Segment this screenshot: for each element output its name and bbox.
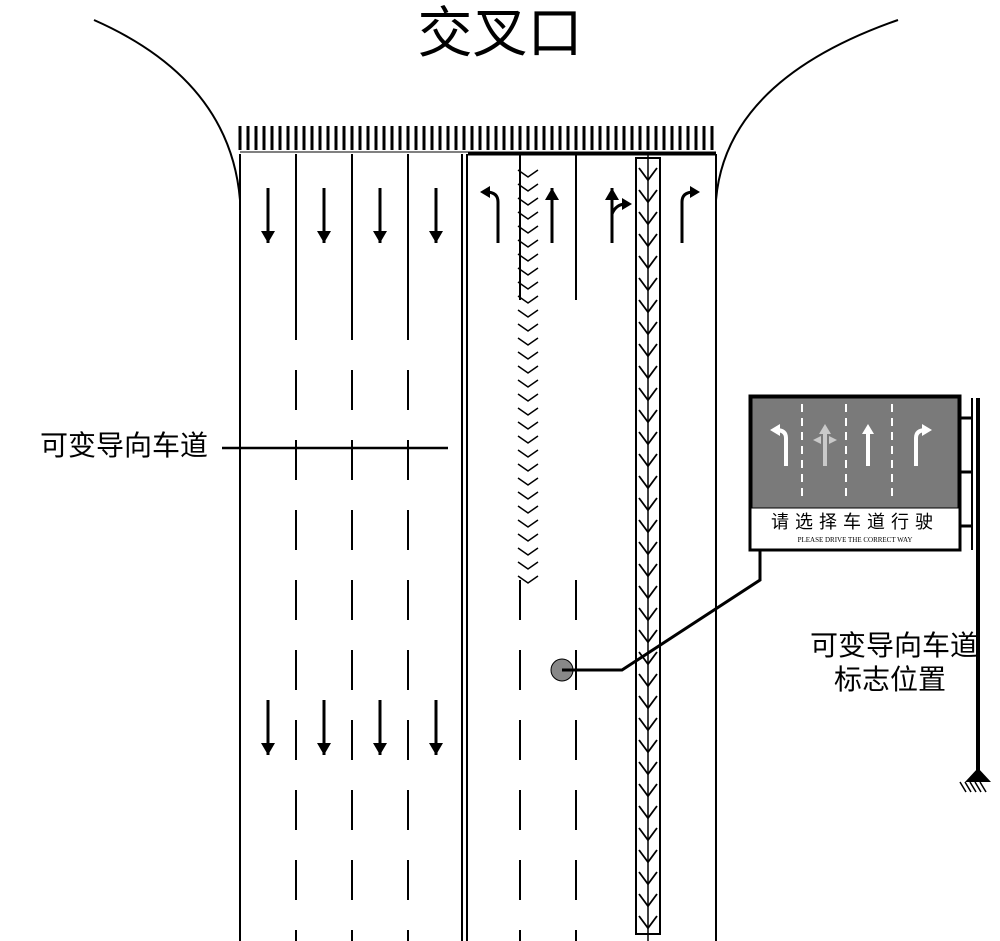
variable-lane-chevron [518, 366, 538, 373]
variable-lane-chevron [518, 436, 538, 443]
variable-lane-chevron [518, 352, 538, 359]
variable-lane-chevron [518, 422, 538, 429]
lane-direction-arrows [261, 186, 700, 755]
variable-lane-chevron [518, 478, 538, 485]
variable-lane-chevron [518, 338, 538, 345]
approach-curve-left [94, 20, 240, 200]
label-sign-position-1: 可变导向车道 [810, 630, 978, 662]
variable-lane-chevron [518, 562, 538, 569]
variable-lane-chevron [518, 534, 538, 541]
variable-lane-chevron [518, 310, 538, 317]
variable-lane-chevron [518, 408, 538, 415]
variable-lane-chevron [518, 464, 538, 471]
road-diagram: 请选择车道行驶 PLEASE DRIVE THE CORRECT WAY 可变导向… [0, 0, 1000, 941]
variable-lane-chevron [518, 450, 538, 457]
approach-curve-right [716, 20, 898, 200]
label-sign-position-2: 标志位置 [834, 664, 946, 696]
sign-text-en: PLEASE DRIVE THE CORRECT WAY [798, 536, 913, 544]
variable-lane-chevron [518, 492, 538, 499]
label-variable-lane: 可变导向车道 [40, 430, 208, 462]
variable-lane-chevron [518, 324, 538, 331]
sign-lane-panel [752, 398, 958, 508]
variable-lane-chevron [518, 380, 538, 387]
variable-lane-chevron [518, 506, 538, 513]
variable-lane-chevron [518, 394, 538, 401]
sign-text-cn: 请选择车道行驶 [771, 512, 939, 532]
variable-lane-chevron [518, 520, 538, 527]
variable-lane-chevron [518, 548, 538, 555]
title-text: 交叉口 [417, 3, 582, 64]
